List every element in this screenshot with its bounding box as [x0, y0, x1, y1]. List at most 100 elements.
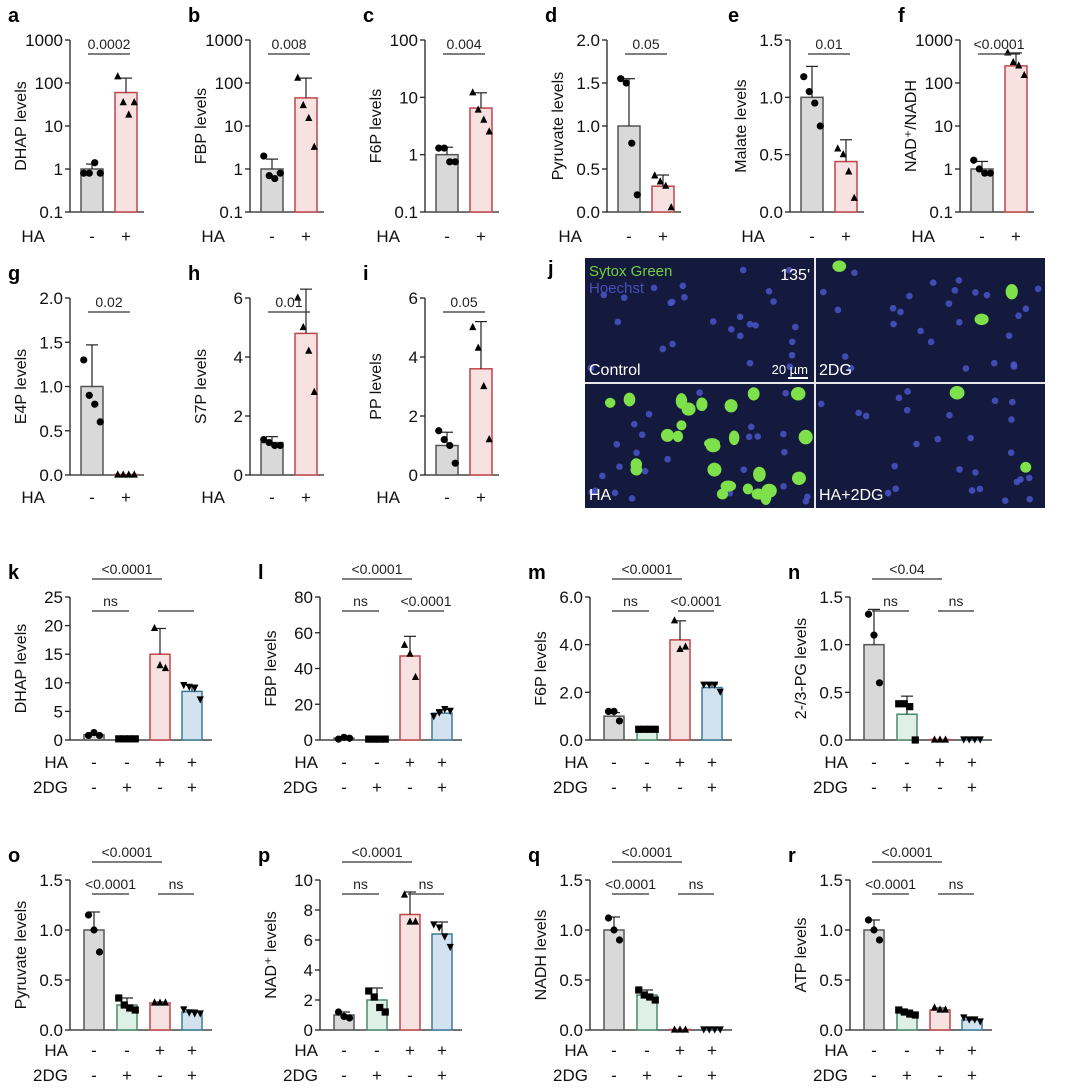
hoechst-nucleus [620, 294, 628, 301]
condition-value: + [437, 1066, 447, 1085]
y-tick-label: 10 [44, 674, 63, 693]
hoechst-nucleus [1013, 478, 1021, 486]
y-tick-label: 1.5 [39, 871, 63, 890]
sytox-positive-cell [707, 462, 722, 477]
y-tick-label: 10 [294, 871, 313, 890]
hoechst-nucleus [862, 412, 870, 420]
data-point-triangle-up [474, 343, 482, 351]
y-axis-label: E4P levels [13, 349, 30, 424]
data-point-circle [91, 159, 99, 167]
condition-value: + [642, 1066, 652, 1085]
y-tick-label: 1000 [915, 31, 953, 50]
y-tick-label: 0.0 [819, 1021, 843, 1040]
data-point-square [120, 1001, 128, 1009]
panel-q: q 0.0 0.5 1.0 1.5 NADH levels <0.0001 <0.0001 ns… [528, 844, 732, 1085]
sytox-positive-cell [791, 471, 806, 486]
condition-label: 2DG [283, 778, 318, 797]
data-point-triangle-down [960, 736, 968, 744]
y-axis-label: F6P levels [368, 89, 385, 163]
panel-letter: m [528, 562, 546, 584]
condition-value: + [372, 778, 382, 797]
data-point-triangle-up [411, 672, 420, 681]
y-tick-label: 4 [234, 348, 243, 367]
sytox-positive-cell [974, 313, 989, 326]
data-point-circle [271, 174, 279, 183]
data-point-triangle-up [411, 917, 420, 925]
condition-label: 2DG [813, 778, 848, 797]
condition-value: + [187, 1041, 197, 1060]
bar-control [603, 929, 625, 1031]
data-point-triangle-down [716, 1026, 724, 1034]
y-tick-label: 1.5 [819, 871, 843, 890]
hoechst-nucleus [785, 266, 793, 274]
y-tick-label: 10 [44, 117, 63, 136]
data-point-circle [90, 926, 98, 934]
condition-value: - [91, 1066, 97, 1085]
hoechst-nucleus [1008, 398, 1016, 406]
data-point-square [646, 993, 654, 1001]
y-tick-label: 0.1 [929, 203, 953, 222]
condition-label: HA [21, 227, 45, 246]
hoechst-nucleus [746, 320, 754, 328]
y-tick-label: 80 [294, 588, 313, 607]
legend-hoechst: Hoechst [589, 280, 645, 297]
quadrant-label: HA+2DG [819, 487, 883, 504]
y-tick-label: 0.5 [819, 683, 843, 702]
y-axis-label: PP levels [368, 353, 385, 419]
p-value-label: <0.0001 [352, 561, 403, 577]
panel-letter: c [363, 5, 374, 27]
data-point-circle [340, 1012, 348, 1021]
data-point-triangle-up [114, 72, 122, 80]
data-point-circle [265, 438, 273, 447]
p-value-label: <0.0001 [622, 561, 673, 577]
hoechst-nucleus [1010, 363, 1018, 370]
hoechst-nucleus [817, 400, 825, 408]
y-tick-label: 1.5 [576, 74, 600, 93]
p-value-label: 0.02 [95, 294, 122, 310]
data-point-circle [870, 631, 878, 639]
y-tick-label: 0.1 [219, 203, 243, 222]
bar-ha [399, 655, 421, 741]
y-tick-label: 1.0 [759, 88, 783, 107]
condition-value: + [902, 1066, 912, 1085]
data-point-triangle-up [400, 890, 409, 898]
panel-letter: o [8, 845, 20, 867]
y-axis-label: F6P levels [533, 631, 550, 705]
condition-value: - [871, 1041, 877, 1060]
hoechst-nucleus [946, 411, 953, 419]
condition-value: - [124, 753, 130, 772]
y-tick-label: 1 [234, 160, 243, 179]
hoechst-nucleus [638, 431, 646, 439]
data-point-square [895, 700, 903, 708]
y-tick-label: 100 [35, 74, 63, 93]
data-point-circle [334, 1008, 343, 1016]
condition-value: - [157, 778, 163, 797]
y-tick-label: 1.0 [819, 921, 843, 940]
data-point-circle [260, 152, 268, 160]
y-tick-label: 2 [409, 407, 418, 426]
condition-value: - [269, 227, 275, 246]
y-tick-label: 0.5 [39, 422, 63, 441]
y-tick-label: 0.0 [819, 731, 843, 750]
data-point-square [640, 991, 648, 999]
p-value-label: ns [419, 876, 434, 892]
hoechst-nucleus [889, 304, 897, 312]
bar-dg [896, 713, 918, 741]
condition-value: - [677, 778, 683, 797]
y-tick-label: 0.5 [759, 146, 783, 165]
p-value-label: <0.0001 [974, 36, 1025, 52]
data-point-circle [986, 169, 994, 177]
data-point-circle [85, 391, 93, 399]
data-point-square [115, 994, 123, 1002]
bar-ha [669, 639, 691, 741]
y-tick-label: 1.5 [559, 871, 583, 890]
condition-value: - [626, 227, 632, 246]
data-point-triangle-up [936, 1005, 944, 1013]
condition-value: - [341, 778, 347, 797]
y-tick-label: 0.5 [819, 971, 843, 990]
hoechst-nucleus [728, 325, 735, 333]
data-point-triangle-down [705, 1026, 713, 1034]
data-point-square [131, 735, 139, 743]
data-point-circle [80, 169, 88, 177]
data-point-triangle-up [681, 1025, 690, 1033]
